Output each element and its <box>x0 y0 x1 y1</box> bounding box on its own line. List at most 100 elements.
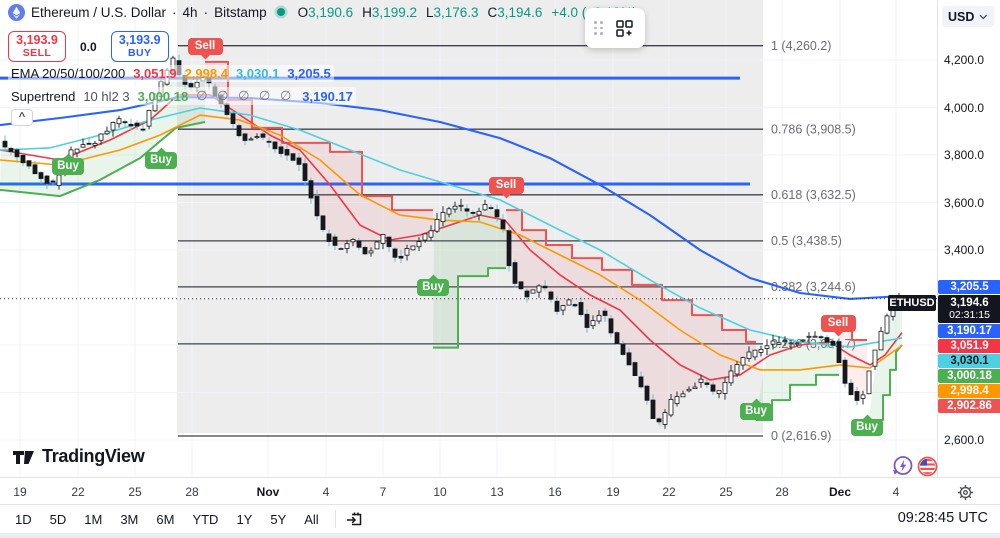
price-tick-label: 2,600.0 <box>944 433 985 447</box>
price-scale[interactable]: USD 4,200.0 4,000.0 3,800.0 3,600.0 3,400.0 2… <box>937 0 1000 477</box>
indicator-price-label: 3,000.18 <box>938 369 1000 383</box>
last-price-label: 3,194.6 02:31:15 <box>938 295 1000 323</box>
close-value: 3,194.6 <box>497 4 543 20</box>
range-button-1d[interactable]: 1D <box>6 509 41 530</box>
sell-signal-badge: Sell <box>820 315 856 332</box>
utc-clock[interactable]: 09:28:45 UTC <box>897 510 988 526</box>
ethereum-logo-icon <box>8 3 25 21</box>
supertrend-params: 10 hl2 3 <box>83 88 130 104</box>
bar-countdown: 02:31:15 <box>949 308 990 321</box>
chart-settings-button[interactable] <box>955 482 976 503</box>
range-button-all[interactable]: All <box>295 509 327 530</box>
svg-text:1 (4,260.2): 1 (4,260.2) <box>771 39 831 53</box>
buy-button[interactable]: 3,193.9 BUY <box>110 31 169 62</box>
time-scale[interactable]: 19 22 25 28 Nov 4 7 10 13 16 19 22 25 28 Dec 4 <box>0 477 1000 505</box>
currency-dropdown[interactable]: USD <box>942 6 994 27</box>
spread-value: 0.0 <box>80 39 97 54</box>
high-value: 3,199.2 <box>371 4 417 20</box>
time-tick-label: 10 <box>433 485 447 499</box>
time-tick-label: 22 <box>71 485 85 499</box>
range-button-5d[interactable]: 5D <box>41 509 76 530</box>
sell-button[interactable]: 3,193.9 SELL <box>8 31 66 62</box>
market-flag-button[interactable] <box>917 456 938 477</box>
symbol-price-tag: ETHUSD <box>888 295 936 311</box>
time-tick-label: Nov <box>256 485 280 499</box>
time-tick-label: 25 <box>128 485 142 499</box>
bottom-toolbar: 1D 5D 1M 3M 6M YTD 1Y 5Y All <box>0 504 1000 533</box>
chevron-down-icon <box>979 14 988 19</box>
price-tick-label: 3,800.0 <box>944 148 985 162</box>
toolbar-divider <box>334 510 336 528</box>
title-separator: · <box>203 4 209 20</box>
sell-price: 3,193.9 <box>16 33 58 48</box>
buy-signal-badge: Buy <box>740 403 772 420</box>
time-tick-label: 22 <box>662 485 676 499</box>
market-status-dot <box>276 8 285 16</box>
open-value: 3,190.6 <box>308 4 354 20</box>
buy-signal-badge: Buy <box>145 152 177 169</box>
buy-sell-panel: 3,193.9 SELL 0.0 3,193.9 BUY <box>8 31 169 62</box>
buy-signal-badge: Buy <box>851 419 883 436</box>
time-tick-label: 28 <box>185 485 199 499</box>
chart-legend-header: Ethereum / U.S. Dollar · 4h · Bitstamp O… <box>8 3 637 21</box>
buy-signal-badge: Buy <box>417 279 449 296</box>
tradingview-logo[interactable]: TradingView <box>12 446 145 467</box>
ema50-value: 2,998.4 <box>184 66 228 81</box>
time-tick-label: 13 <box>490 485 504 499</box>
symbol-title[interactable]: Ethereum / U.S. Dollar <box>31 4 167 20</box>
time-tick-label: 4 <box>322 485 330 499</box>
range-button-6m[interactable]: 6M <box>147 509 183 530</box>
range-button-5y[interactable]: 5Y <box>261 509 295 530</box>
chart-corner-icons <box>891 455 938 478</box>
svg-text:0.786 (3,908.5): 0.786 (3,908.5) <box>771 122 856 136</box>
svg-text:0.618 (3,632.5): 0.618 (3,632.5) <box>771 188 856 202</box>
svg-text:0.5 (3,438.5): 0.5 (3,438.5) <box>771 234 842 248</box>
ema100-value: 3,030.1 <box>235 66 280 81</box>
supertrend-ref-value: 3,190.17 <box>302 88 353 104</box>
range-button-ytd[interactable]: YTD <box>183 509 227 530</box>
time-tick-label: 7 <box>379 485 387 499</box>
time-tick-label: 16 <box>548 485 562 499</box>
sell-signal-badge: Sell <box>187 38 223 55</box>
price-tick-label: 4,000.0 <box>944 100 985 115</box>
supertrend-empty-values: ∅ ∅ ∅ ∅ ∅ <box>196 88 295 103</box>
collapse-legend-button[interactable]: ^ <box>11 109 33 126</box>
exchange-label[interactable]: Bitstamp <box>214 4 267 20</box>
time-tick-label: 19 <box>606 485 620 499</box>
range-button-3m[interactable]: 3M <box>111 509 147 530</box>
calendar-arrow-icon <box>346 512 361 526</box>
buy-price: 3,193.9 <box>118 33 161 48</box>
buy-signal-badge: Buy <box>52 158 84 175</box>
price-tick-label: 3,600.0 <box>944 195 985 210</box>
ema-legend-row[interactable]: EMA 20/50/100/200 3,051.9 2,998.4 3,030.… <box>8 65 334 82</box>
low-value: 3,176.3 <box>433 4 479 20</box>
gear-icon <box>958 485 973 500</box>
tradingview-logo-text: TradingView <box>42 446 145 466</box>
indicator-price-label: 3,051.9 <box>938 339 1000 353</box>
lightning-cursor-icon <box>893 456 913 475</box>
indicator-price-label: 2,998.4 <box>938 384 1000 398</box>
supertrend-legend-row[interactable]: Supertrend 10 hl2 3 3,000.18 ∅ ∅ ∅ ∅ ∅ 3… <box>8 87 356 105</box>
time-tick-label: Dec <box>828 485 852 499</box>
indicator-price-label: 2,902.86 <box>938 399 1000 413</box>
drag-handle[interactable] <box>594 21 603 35</box>
interval-label[interactable]: 4h <box>182 4 198 20</box>
indicator-price-label: 3,205.5 <box>938 280 1000 294</box>
bottom-edge-strip <box>0 533 1000 538</box>
svg-text:0 (2,616.9): 0 (2,616.9) <box>771 429 831 443</box>
floating-toolbar <box>585 8 645 48</box>
layout-grid-plus-icon <box>615 19 633 37</box>
layout-add-button[interactable] <box>613 17 636 40</box>
range-button-1m[interactable]: 1M <box>75 509 111 530</box>
ema200-value: 3,205.5 <box>287 66 331 81</box>
price-tick-label: 4,200.0 <box>944 53 985 67</box>
go-to-date-button[interactable] <box>343 507 367 531</box>
price-tick-label: 3,400.0 <box>944 243 985 257</box>
tradingview-logo-icon <box>13 450 34 464</box>
supertrend-legend-title: Supertrend <box>11 88 76 104</box>
instant-trading-button[interactable] <box>891 455 914 478</box>
range-button-1y[interactable]: 1Y <box>227 509 261 530</box>
us-flag-icon <box>917 456 938 477</box>
ema-legend-title: EMA 20/50/100/200 <box>11 66 126 81</box>
time-tick-label: 19 <box>13 485 27 499</box>
